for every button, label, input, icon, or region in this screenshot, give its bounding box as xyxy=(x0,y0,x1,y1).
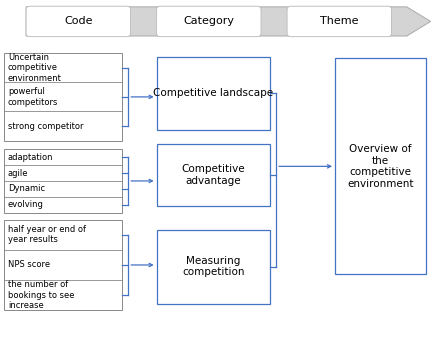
Text: Theme: Theme xyxy=(319,16,358,26)
Text: half year or end of
year results: half year or end of year results xyxy=(8,225,85,244)
Bar xyxy=(334,58,425,274)
Text: the number of
bookings to see
increase: the number of bookings to see increase xyxy=(8,280,74,310)
Text: powerful
competitors: powerful competitors xyxy=(8,87,58,107)
Text: Overview of
the
competitive
environment: Overview of the competitive environment xyxy=(347,144,413,189)
Text: adaptation: adaptation xyxy=(8,153,53,162)
Bar xyxy=(4,220,122,310)
FancyBboxPatch shape xyxy=(26,6,130,37)
Text: Code: Code xyxy=(64,16,92,26)
Text: evolving: evolving xyxy=(8,200,43,209)
Bar xyxy=(4,53,122,141)
Text: Competitive
advantage: Competitive advantage xyxy=(181,164,244,186)
Polygon shape xyxy=(26,7,430,36)
Bar xyxy=(156,144,269,206)
Text: NPS score: NPS score xyxy=(8,260,50,270)
Text: agile: agile xyxy=(8,168,28,177)
Text: Category: Category xyxy=(183,16,234,26)
Text: Dynamic: Dynamic xyxy=(8,185,45,193)
FancyBboxPatch shape xyxy=(286,6,391,37)
Bar xyxy=(4,149,122,213)
Text: Uncertain
competitive
environment: Uncertain competitive environment xyxy=(8,53,62,83)
Text: Competitive landscape: Competitive landscape xyxy=(153,88,273,98)
Text: Measuring
competition: Measuring competition xyxy=(181,256,244,277)
Bar xyxy=(156,57,269,130)
FancyBboxPatch shape xyxy=(156,6,260,37)
Text: strong competitor: strong competitor xyxy=(8,121,83,131)
Bar xyxy=(156,230,269,304)
